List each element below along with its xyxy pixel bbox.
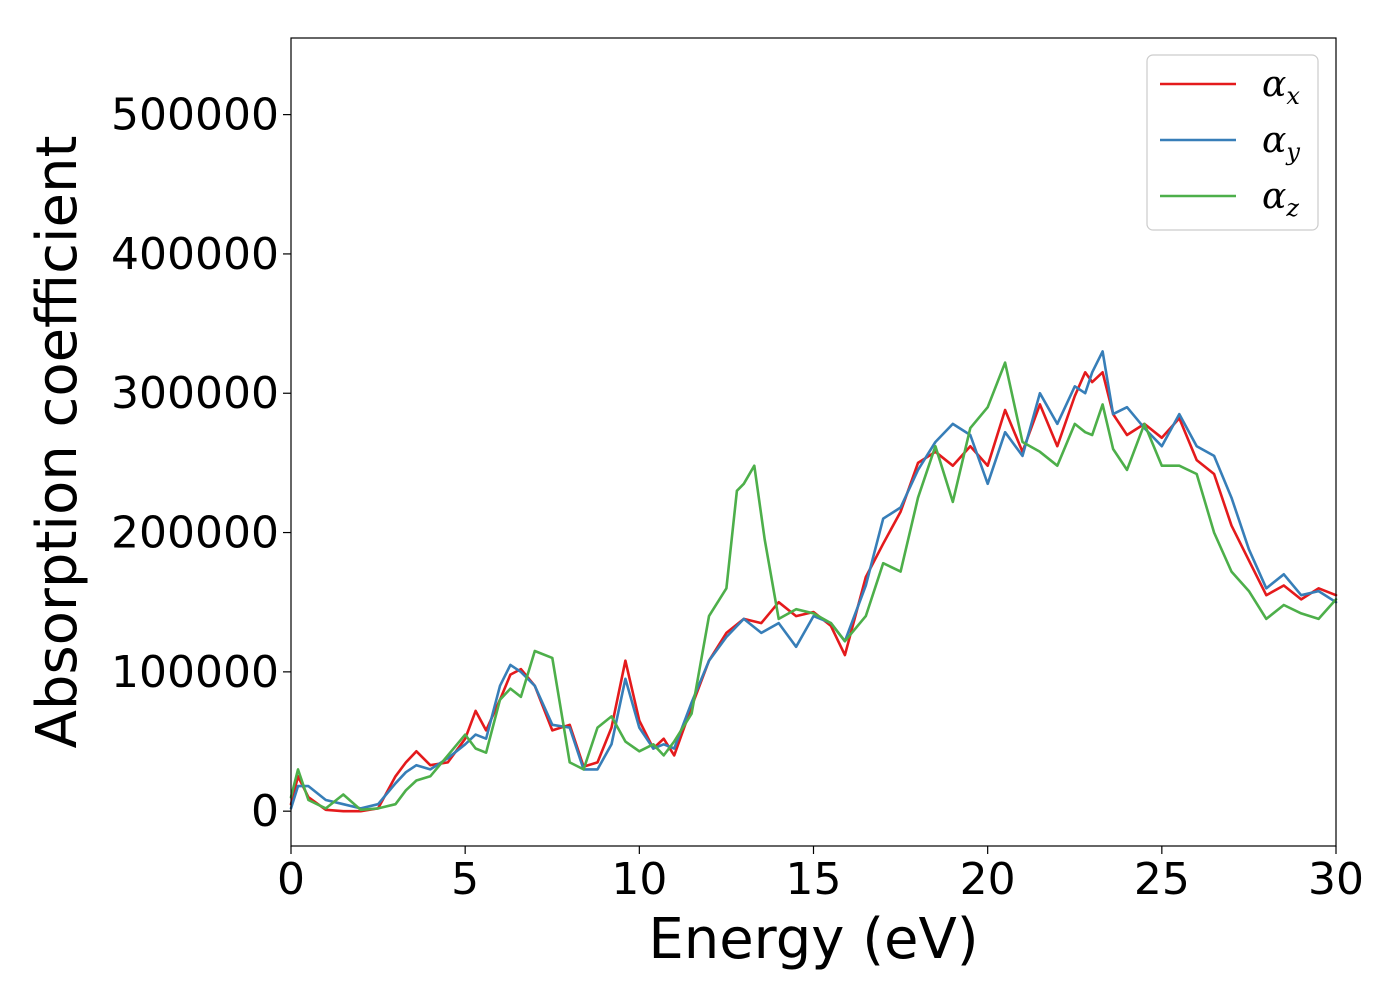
plot-frame xyxy=(290,37,1337,847)
y-axis-label: Absorption coefficient xyxy=(25,136,90,749)
y-tick-label: 100000 xyxy=(111,647,279,698)
legend-entries: αx αy αz xyxy=(1160,64,1300,222)
x-axis-label: Energy (eV) xyxy=(648,907,978,972)
y-tick-label: 300000 xyxy=(111,368,279,419)
legend-label-z: αz xyxy=(1262,176,1299,222)
x-axis-ticks: 0 5 10 15 20 25 30 xyxy=(277,846,1364,905)
y-tick-label: 200000 xyxy=(111,508,279,559)
y-tick-label: 500000 xyxy=(111,90,279,141)
x-tick-label: 15 xyxy=(786,854,842,905)
series-line-z xyxy=(289,361,1338,812)
y-axis-ticks: 0 100000 200000 300000 400000 500000 xyxy=(111,90,291,837)
x-tick-label: 0 xyxy=(277,854,305,905)
series-lines xyxy=(289,350,1338,813)
x-tick-label: 5 xyxy=(451,854,479,905)
series-line-y xyxy=(289,350,1338,810)
legend-box xyxy=(1146,54,1319,231)
x-tick-label: 30 xyxy=(1308,854,1364,905)
legend-label-y: αy xyxy=(1262,120,1300,166)
y-tick-label: 0 xyxy=(251,786,279,837)
x-tick-label: 10 xyxy=(611,854,667,905)
x-tick-label: 20 xyxy=(960,854,1016,905)
legend: αx αy αz xyxy=(1146,54,1319,231)
series-line-x xyxy=(289,370,1338,813)
legend-label-x: αx xyxy=(1262,64,1300,110)
x-tick-label: 25 xyxy=(1134,854,1190,905)
y-tick-label: 400000 xyxy=(111,229,279,280)
